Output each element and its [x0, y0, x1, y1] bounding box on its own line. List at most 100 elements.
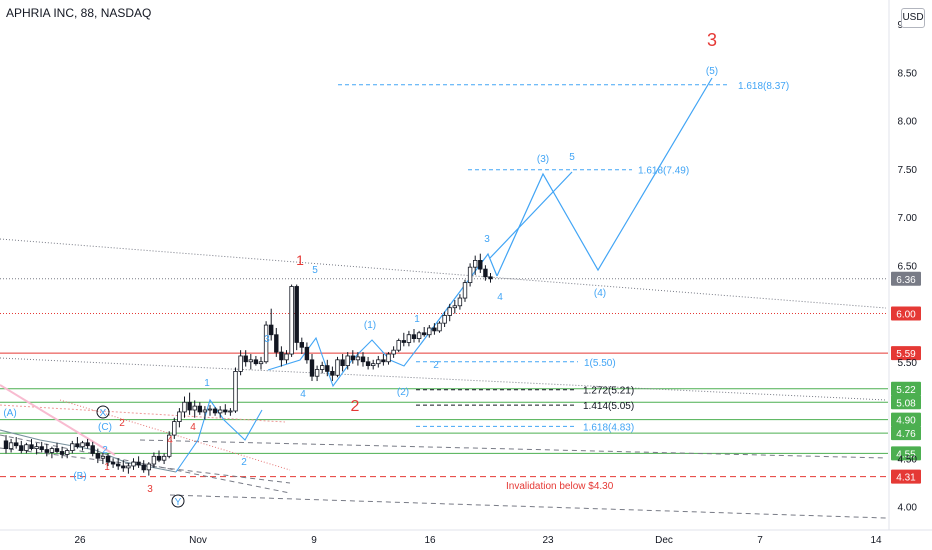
- wave-labels-layer: Invalidation below $4.303(5)5(3)34 (4)15(…: [3, 30, 718, 508]
- wave-label: 5: [312, 265, 318, 276]
- candle-body: [177, 411, 182, 422]
- candle-body: [258, 361, 264, 365]
- candle-body: [233, 370, 238, 412]
- x-tick-label: Dec: [655, 535, 673, 546]
- candle-body: [243, 355, 248, 363]
- price-levels-layer: [0, 278, 888, 478]
- candle-body: [355, 356, 361, 361]
- price-level-label: 4.55: [896, 449, 916, 460]
- wave-label: 3: [147, 484, 153, 495]
- y-tick-label: 5.50: [898, 358, 918, 369]
- candle-body: [447, 307, 452, 316]
- wave-label: 2: [241, 457, 247, 468]
- candle-body: [166, 434, 172, 457]
- wave-label: (B): [73, 471, 86, 482]
- candle-body: [75, 443, 80, 448]
- price-level-badge: [891, 446, 921, 461]
- candles-layer: [3, 253, 493, 476]
- price-level-label: 5.59: [896, 349, 916, 360]
- candle-body: [299, 342, 304, 348]
- fib-level-label: 1.618(4.83): [583, 422, 634, 433]
- candle-body: [202, 409, 208, 413]
- wave-label: 2: [351, 398, 360, 415]
- candle-body: [192, 405, 197, 411]
- candle-body: [330, 370, 335, 376]
- y-tick-label: 4.50: [898, 454, 918, 465]
- candle-body: [34, 446, 39, 450]
- candle-body: [457, 297, 463, 307]
- candle-body: [80, 442, 85, 448]
- wave-label: (4): [594, 288, 606, 299]
- candle-body: [483, 268, 488, 278]
- candle-body: [411, 334, 417, 339]
- candle-body: [365, 361, 371, 367]
- candle-body: [110, 461, 116, 465]
- candle-body: [289, 286, 294, 355]
- x-tick-label: 14: [870, 535, 882, 546]
- currency-badge[interactable]: USD: [901, 8, 925, 28]
- chart-title: APHRIA INC, 88, NASDAQ: [6, 6, 152, 20]
- wave-label: 4: [167, 435, 173, 446]
- x-tick-label: 23: [542, 535, 554, 546]
- candle-body: [488, 276, 493, 280]
- wave-label: 3: [707, 30, 717, 50]
- price-level-label: 5.22: [896, 385, 916, 396]
- candle-body: [345, 355, 350, 367]
- candle-body: [161, 455, 167, 461]
- price-level-badge: [891, 469, 921, 484]
- candle-body: [207, 408, 213, 411]
- candle-body: [427, 327, 432, 336]
- candle-body: [452, 305, 457, 309]
- candle-body: [268, 324, 274, 336]
- candle-body: [248, 359, 253, 363]
- candle-body: [294, 286, 299, 343]
- candle-body: [467, 266, 473, 284]
- y-tick-label: 6.50: [898, 261, 918, 272]
- candle-body: [263, 324, 269, 363]
- wave-label: 3: [264, 334, 270, 345]
- candle-body: [304, 346, 310, 361]
- candle-body: [146, 463, 151, 471]
- wave-label: (C): [98, 422, 112, 433]
- wave-label: 1: [204, 378, 210, 389]
- wave-label: 4: [300, 389, 306, 400]
- price-level-label: 5.08: [896, 398, 916, 409]
- wave-label: 4: [497, 292, 503, 303]
- price-level-label: 4.76: [896, 429, 916, 440]
- projection-channel: [419, 252, 498, 346]
- wave-label: 1: [104, 462, 110, 473]
- candle-body: [386, 353, 391, 363]
- candle-body: [274, 334, 279, 353]
- wave-label: 2: [102, 445, 108, 456]
- candle-body: [156, 455, 162, 461]
- candle-body: [253, 359, 259, 365]
- price-level-label: 6.36: [896, 275, 916, 286]
- wave-label: 3: [484, 234, 490, 245]
- price-level-label: 4.31: [896, 473, 916, 484]
- candle-body: [29, 444, 34, 449]
- candle-body: [131, 461, 136, 467]
- x-tick-label: 26: [74, 535, 86, 546]
- candle-body: [223, 409, 228, 413]
- price-level-badge: [891, 381, 921, 396]
- candle-body: [44, 449, 49, 453]
- candle-body: [65, 450, 70, 455]
- candle-body: [340, 359, 345, 367]
- fib-level-label: 1.414(5.05): [583, 401, 634, 412]
- x-tick-label: 16: [424, 535, 436, 546]
- y-tick-label: 7.50: [898, 165, 918, 176]
- candle-body: [59, 451, 65, 455]
- bottom-channel-dashed: [169, 494, 887, 519]
- candle-body: [197, 405, 202, 413]
- wave-label: (3): [537, 154, 549, 165]
- projection-path-main: [496, 77, 713, 277]
- candle-body: [228, 410, 233, 413]
- price-level-badge: [891, 426, 921, 441]
- candle-body: [314, 369, 320, 377]
- x-tick-label: 7: [757, 535, 763, 546]
- wave-label: (2): [397, 387, 409, 398]
- candle-body: [121, 465, 126, 469]
- candle-body: [13, 442, 19, 447]
